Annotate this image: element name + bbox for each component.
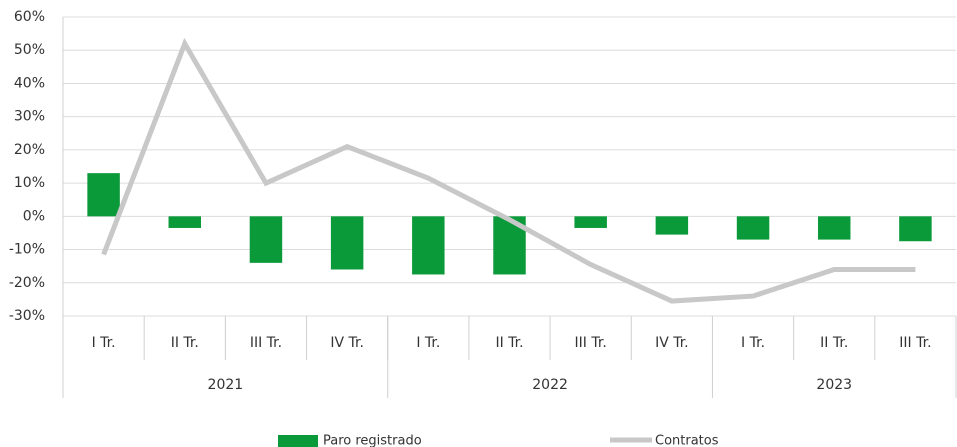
y-tick-label: 10% xyxy=(14,175,45,191)
y-tick-label: 50% xyxy=(14,42,45,58)
y-tick-label: 60% xyxy=(14,9,45,25)
bar xyxy=(249,216,283,263)
x-tick-label: II Tr. xyxy=(171,335,199,351)
y-tick-label: 40% xyxy=(14,75,45,91)
y-tick-label: -20% xyxy=(9,275,45,291)
group-label: 2022 xyxy=(532,377,568,393)
y-tick-label: 0% xyxy=(23,208,45,224)
bar xyxy=(330,216,364,270)
bar xyxy=(736,216,770,240)
bar xyxy=(574,216,607,228)
group-label: 2021 xyxy=(208,377,244,393)
line xyxy=(101,37,916,304)
legend-swatch xyxy=(278,435,318,447)
bar xyxy=(899,216,932,242)
x-tick-label: III Tr. xyxy=(250,335,282,351)
y-tick-label: -30% xyxy=(9,308,45,324)
y-tick-label: 30% xyxy=(14,109,45,125)
group-label: 2023 xyxy=(816,377,852,393)
x-tick-label: IV Tr. xyxy=(330,335,364,351)
x-tick-label: II Tr. xyxy=(820,335,848,351)
x-tick-label: I Tr. xyxy=(741,335,765,351)
bar xyxy=(168,216,202,228)
x-tick-label: IV Tr. xyxy=(655,335,689,351)
y-tick-label: -10% xyxy=(9,242,45,258)
x-tick-label: I Tr. xyxy=(416,335,440,351)
bar xyxy=(412,216,445,275)
x-tick-label: III Tr. xyxy=(575,335,607,351)
bar xyxy=(87,173,120,217)
x-tick-label: III Tr. xyxy=(899,335,931,351)
legend-label: Paro registrado xyxy=(323,434,422,447)
x-tick-label: II Tr. xyxy=(495,335,523,351)
bar xyxy=(817,216,851,240)
y-tick-label: 20% xyxy=(14,142,45,158)
bar xyxy=(655,216,689,235)
x-tick-label: I Tr. xyxy=(92,335,116,351)
legend-label: Contratos xyxy=(655,434,719,447)
